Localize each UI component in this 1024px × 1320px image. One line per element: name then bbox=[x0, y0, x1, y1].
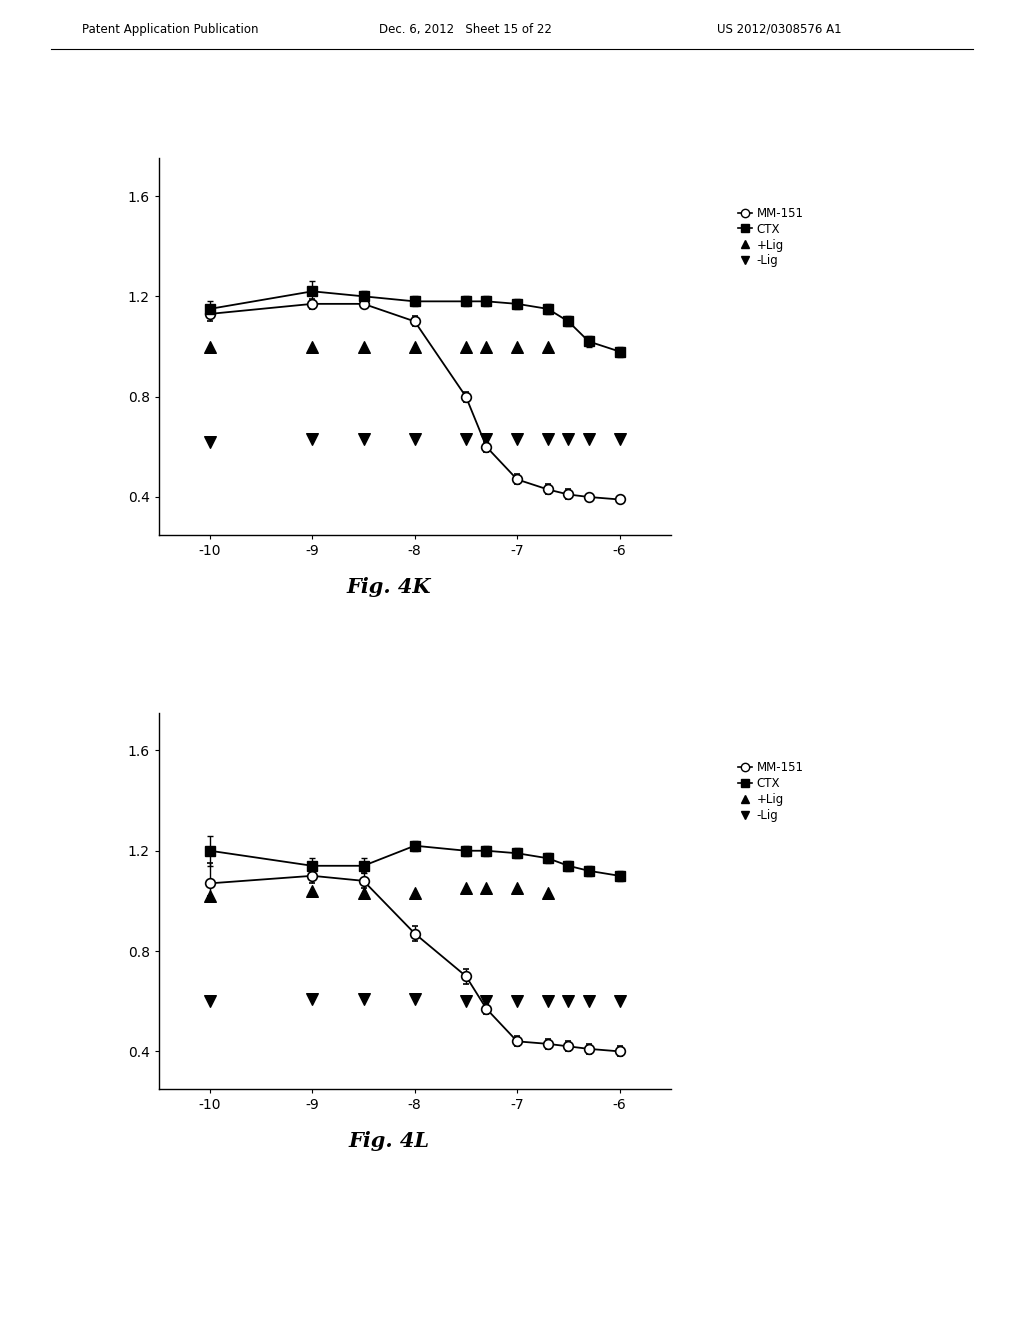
Point bbox=[355, 335, 372, 356]
Point bbox=[202, 335, 218, 356]
Point bbox=[458, 878, 474, 899]
Point bbox=[509, 878, 525, 899]
Point bbox=[458, 335, 474, 356]
Text: Fig. 4L: Fig. 4L bbox=[348, 1131, 430, 1151]
Point bbox=[581, 429, 597, 450]
Point bbox=[458, 429, 474, 450]
Point bbox=[407, 883, 423, 904]
Legend: MM-151, CTX, +Lig, -Lig: MM-151, CTX, +Lig, -Lig bbox=[733, 202, 808, 272]
Point bbox=[509, 429, 525, 450]
Legend: MM-151, CTX, +Lig, -Lig: MM-151, CTX, +Lig, -Lig bbox=[733, 756, 808, 826]
Point bbox=[304, 989, 321, 1010]
Point bbox=[202, 432, 218, 453]
Text: US 2012/0308576 A1: US 2012/0308576 A1 bbox=[717, 22, 842, 36]
Point bbox=[458, 990, 474, 1011]
Point bbox=[304, 335, 321, 356]
Point bbox=[581, 990, 597, 1011]
Text: Dec. 6, 2012   Sheet 15 of 22: Dec. 6, 2012 Sheet 15 of 22 bbox=[379, 22, 552, 36]
Point bbox=[407, 335, 423, 356]
Point bbox=[540, 990, 556, 1011]
Point bbox=[407, 989, 423, 1010]
Point bbox=[355, 429, 372, 450]
Point bbox=[407, 429, 423, 450]
Point bbox=[202, 886, 218, 907]
Point bbox=[355, 989, 372, 1010]
Point bbox=[540, 883, 556, 904]
Point bbox=[202, 990, 218, 1011]
Text: Patent Application Publication: Patent Application Publication bbox=[82, 22, 258, 36]
Point bbox=[355, 883, 372, 904]
Text: Fig. 4K: Fig. 4K bbox=[347, 577, 431, 597]
Point bbox=[509, 335, 525, 356]
Point bbox=[478, 429, 495, 450]
Point bbox=[540, 335, 556, 356]
Point bbox=[509, 990, 525, 1011]
Point bbox=[304, 429, 321, 450]
Point bbox=[478, 990, 495, 1011]
Point bbox=[540, 429, 556, 450]
Point bbox=[611, 990, 628, 1011]
Point bbox=[478, 878, 495, 899]
Point bbox=[560, 990, 577, 1011]
Point bbox=[304, 880, 321, 902]
Point bbox=[560, 429, 577, 450]
Point bbox=[478, 335, 495, 356]
Point bbox=[611, 429, 628, 450]
